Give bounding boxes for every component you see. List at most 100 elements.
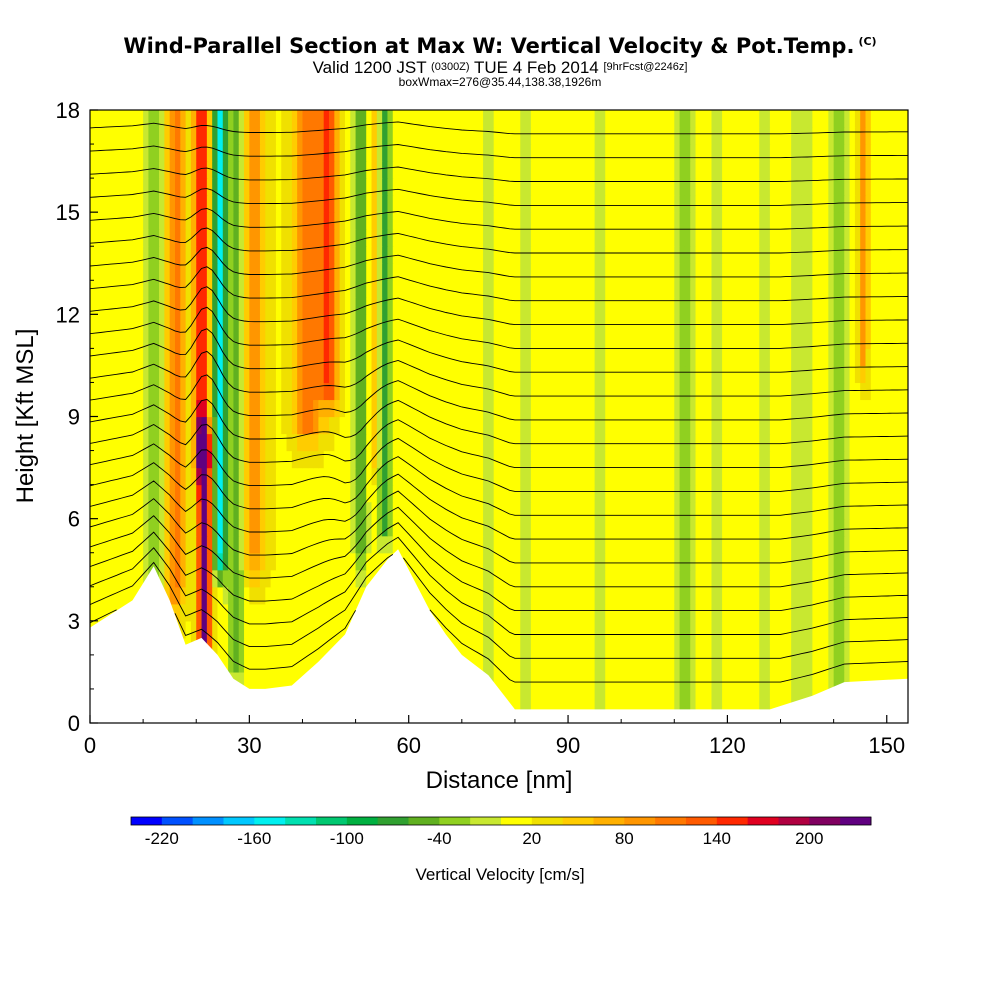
velocity-cell: [291, 178, 298, 196]
velocity-cell: [174, 450, 181, 469]
velocity-cell: [509, 637, 516, 656]
velocity-cell: [796, 654, 803, 673]
velocity-cell: [387, 263, 394, 281]
velocity-cell: [663, 671, 670, 690]
velocity-cell: [514, 365, 521, 384]
velocity-cell: [690, 178, 697, 196]
velocity-cell: [392, 484, 399, 503]
velocity-cell: [530, 586, 537, 605]
velocity-cell: [812, 671, 819, 690]
velocity-cell: [833, 637, 840, 656]
velocity-cell: [238, 195, 245, 213]
velocity-cell: [578, 671, 585, 690]
velocity-cell: [605, 535, 612, 554]
velocity-cell: [546, 314, 553, 332]
velocity-cell: [302, 416, 309, 435]
velocity-cell: [127, 246, 134, 264]
velocity-cell: [711, 263, 718, 281]
velocity-cell: [764, 433, 771, 452]
velocity-cell: [281, 195, 288, 213]
velocity-cell: [780, 535, 787, 554]
velocity-cell: [90, 569, 96, 588]
velocity-cell: [196, 586, 203, 605]
velocity-cell: [318, 263, 325, 281]
velocity-cell: [881, 433, 888, 452]
velocity-cell: [615, 569, 622, 588]
velocity-cell: [865, 280, 872, 298]
velocity-cell: [483, 382, 489, 401]
velocity-cell: [302, 637, 309, 656]
velocity-cell: [329, 382, 335, 401]
velocity-cell: [137, 467, 144, 486]
velocity-cell: [828, 263, 835, 281]
velocity-cell: [387, 382, 394, 401]
velocity-cell: [700, 212, 707, 230]
velocity-cell: [233, 365, 240, 384]
velocity-cell: [690, 331, 697, 349]
velocity-cell: [886, 212, 893, 230]
velocity-cell: [477, 467, 484, 486]
velocity-cell: [387, 229, 394, 247]
velocity-cell: [695, 178, 702, 196]
velocity-cell: [360, 195, 367, 213]
velocity-cell: [631, 280, 638, 298]
velocity-cell: [599, 348, 606, 367]
velocity-cell: [159, 484, 165, 503]
velocity-cell: [557, 382, 564, 401]
velocity-cell: [148, 263, 155, 281]
velocity-cell: [143, 416, 150, 435]
velocity-cell: [626, 297, 633, 315]
velocity-cell: [700, 450, 707, 469]
velocity-cell: [143, 518, 150, 537]
velocity-cell: [206, 484, 213, 503]
velocity-cell: [403, 433, 410, 452]
velocity-cell: [196, 416, 203, 435]
velocity-cell: [594, 365, 601, 384]
velocity-cell: [398, 178, 404, 196]
velocity-cell: [281, 450, 288, 469]
velocity-cell: [684, 620, 691, 639]
velocity-cell: [573, 671, 580, 690]
velocity-cell: [504, 569, 511, 588]
velocity-cell: [509, 178, 516, 196]
velocity-cell: [509, 399, 516, 418]
velocity-cell: [764, 314, 771, 332]
velocity-cell: [291, 569, 298, 588]
velocity-cell: [796, 280, 803, 298]
velocity-cell: [557, 654, 564, 673]
velocity-cell: [530, 348, 537, 367]
velocity-cell: [185, 246, 192, 264]
velocity-cell: [254, 280, 261, 298]
velocity-cell: [297, 365, 304, 384]
velocity-cell: [546, 195, 553, 213]
velocity-cell: [148, 348, 155, 367]
velocity-cell: [525, 399, 532, 418]
velocity-cell: [520, 569, 527, 588]
velocity-cell: [206, 297, 213, 315]
velocity-cell: [578, 450, 585, 469]
velocity-cell: [679, 569, 686, 588]
velocity-cell: [668, 552, 675, 571]
velocity-cell: [514, 178, 521, 196]
velocity-cell: [509, 195, 516, 213]
velocity-cell: [854, 620, 861, 639]
velocity-cell: [684, 178, 691, 196]
velocity-cell: [530, 195, 537, 213]
velocity-cell: [886, 331, 893, 349]
velocity-cell: [371, 314, 378, 332]
velocity-cell: [520, 450, 527, 469]
velocity-cell: [329, 246, 335, 264]
velocity-cell: [525, 501, 532, 520]
velocity-cell: [504, 620, 511, 639]
velocity-cell: [127, 195, 134, 213]
velocity-cell: [690, 314, 697, 332]
velocity-cell: [844, 535, 851, 554]
velocity-cell: [658, 348, 665, 367]
velocity-cell: [302, 501, 309, 520]
velocity-cell: [514, 518, 521, 537]
velocity-cell: [530, 637, 537, 656]
velocity-cell: [302, 569, 309, 588]
velocity-cell: [121, 433, 128, 452]
velocity-cell: [785, 195, 792, 213]
velocity-cell: [398, 314, 404, 332]
